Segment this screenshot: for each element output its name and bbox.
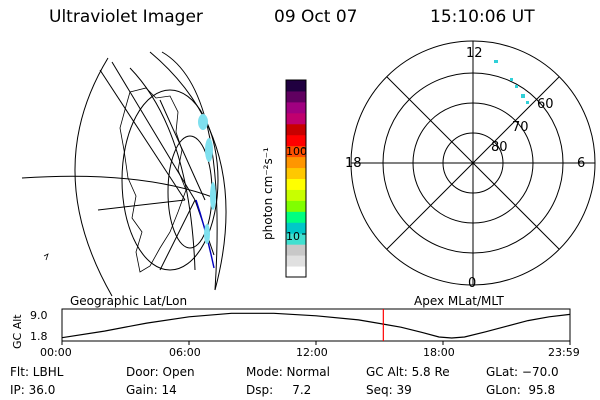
colorbar-segment	[286, 156, 306, 169]
map-limb-arc	[74, 57, 113, 297]
info-glat: GLat: −70.0	[486, 365, 559, 379]
timeline-x-tick-1: 06:00	[169, 346, 201, 359]
mlt-label-12: 12	[466, 46, 483, 61]
map-coastline	[119, 87, 187, 273]
app-title: Ultraviolet Imager	[49, 7, 203, 27]
map-earth-limb	[149, 51, 227, 291]
lat-label-70: 70	[512, 120, 529, 135]
map-latitude-line	[21, 175, 216, 199]
altitude-curve	[61, 312, 570, 339]
colorbar-segment	[286, 222, 306, 234]
info-mode: Mode: Normal	[246, 365, 330, 379]
info-ip: IP: 36.0	[10, 383, 56, 397]
colorbar-segment	[286, 145, 306, 158]
colorbar-segment	[286, 266, 306, 278]
info-glon: GLon: 95.8	[486, 383, 556, 397]
timeline-x-tick-0: 00:00	[40, 346, 72, 359]
colorbar-segment	[286, 211, 306, 223]
time-label: 15:10:06 UT	[430, 7, 535, 27]
colorbar-segment	[286, 189, 306, 201]
colorbar-segment	[286, 178, 306, 190]
colorbar-segment	[286, 112, 306, 125]
timeline-y-tick-max: 9.0	[30, 309, 48, 322]
date-label: 09 Oct 07	[274, 7, 358, 27]
mlt-label-6: 6	[577, 156, 586, 171]
lat-label-60: 60	[537, 97, 554, 112]
info-gc-alt: GC Alt: 5.8 Re	[366, 365, 450, 379]
colorbar-frame	[285, 79, 307, 278]
colorbar-segment	[286, 123, 306, 136]
info-door: Door: Open	[126, 365, 195, 379]
right-panel-label: Apex MLat/MLT	[414, 294, 504, 308]
colorbar-segment	[286, 134, 306, 147]
colorbar-tick-100: 100	[286, 145, 307, 158]
colorbar-segment	[286, 233, 306, 245]
colorbar-tick-10: 10	[286, 230, 300, 243]
left-panel-label: Geographic Lat/Lon	[70, 294, 188, 308]
lat-label-80: 80	[491, 140, 508, 155]
colorbar-segment	[286, 101, 306, 114]
polar-aurora-dot	[494, 60, 498, 63]
aurora-patch	[198, 114, 208, 130]
mlt-label-0: 0	[468, 276, 477, 291]
colorbar-segment	[286, 255, 306, 267]
info-dsp: Dsp: 7.2	[246, 383, 312, 397]
mlt-label-18: 18	[345, 156, 362, 171]
colorbar-segment	[286, 244, 306, 256]
timeline-x-tick-4: 23:59	[548, 346, 580, 359]
timeline-y-tick-min: 1.8	[30, 330, 48, 343]
colorbar-segment	[286, 167, 306, 179]
info-gain: Gain: 14	[126, 383, 177, 397]
timeline-x-tick-2: 12:00	[296, 346, 328, 359]
timeline-x-tick-3: 18:00	[423, 346, 455, 359]
info-flt: Flt: LBHL	[10, 365, 64, 379]
colorbar-segment	[286, 90, 306, 103]
colorbar-segment	[286, 200, 306, 212]
info-seq: Seq: 39	[366, 383, 412, 397]
colorbar-segment	[286, 80, 306, 92]
